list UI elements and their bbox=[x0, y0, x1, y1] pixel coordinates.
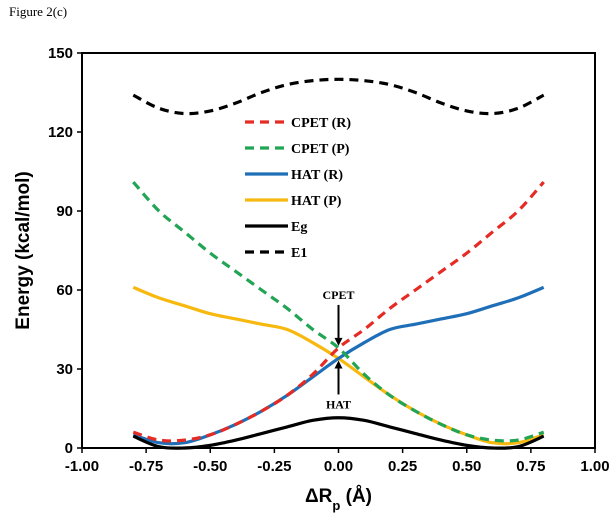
x-tick-label: 0.50 bbox=[452, 458, 481, 475]
legend: CPET (R) CPET (P) HAT (R) HAT (P) Eg E1 bbox=[245, 116, 351, 261]
annotation-arrowhead bbox=[334, 360, 343, 369]
x-tick-label: -1.00 bbox=[65, 458, 99, 475]
legend-label: CPET (P) bbox=[291, 142, 350, 157]
y-tick-label: 0 bbox=[65, 440, 73, 457]
x-tick-label: 0.00 bbox=[324, 458, 353, 475]
legend-label: Eg bbox=[291, 220, 307, 235]
series-line-e1 bbox=[132, 77, 545, 116]
legend-label: HAT (P) bbox=[291, 194, 342, 209]
annotation-label: HAT bbox=[326, 397, 351, 411]
x-tick-label: -0.75 bbox=[129, 458, 163, 475]
y-tick-label: 60 bbox=[56, 282, 73, 299]
x-tick-label: -0.50 bbox=[193, 458, 227, 475]
series-layer bbox=[132, 77, 545, 450]
annotation-layer: CPET HAT bbox=[322, 288, 354, 412]
y-tick-label: 120 bbox=[48, 124, 73, 141]
x-tick-label: 0.25 bbox=[388, 458, 417, 475]
series-line-hat-r bbox=[132, 285, 545, 446]
series-line-eg bbox=[132, 416, 545, 450]
annotation-label: CPET bbox=[322, 288, 354, 302]
annotation-arrowhead bbox=[334, 337, 343, 346]
x-axis-title: ΔRp (Å) bbox=[305, 486, 372, 513]
figure-caption: Figure 2(c) bbox=[9, 4, 68, 19]
legend-label: HAT (R) bbox=[291, 168, 343, 183]
x-tick-label: 0.75 bbox=[516, 458, 545, 475]
y-tick-label: 90 bbox=[56, 203, 73, 220]
axes-layer: 0 30 60 90 120 150 -1.00 -0.75 -0.50 -0.25 0.00 0.2… bbox=[13, 45, 610, 513]
series-line-cpet-p bbox=[132, 180, 545, 443]
y-tick-label: 30 bbox=[56, 361, 73, 378]
x-tick-label: 1.00 bbox=[580, 458, 609, 475]
legend-label: E1 bbox=[291, 246, 307, 261]
y-tick-label: 150 bbox=[48, 45, 73, 62]
x-tick-label: -0.25 bbox=[257, 458, 291, 475]
y-axis-title: Energy (kcal/mol) bbox=[13, 171, 34, 329]
legend-label: CPET (R) bbox=[291, 116, 351, 131]
